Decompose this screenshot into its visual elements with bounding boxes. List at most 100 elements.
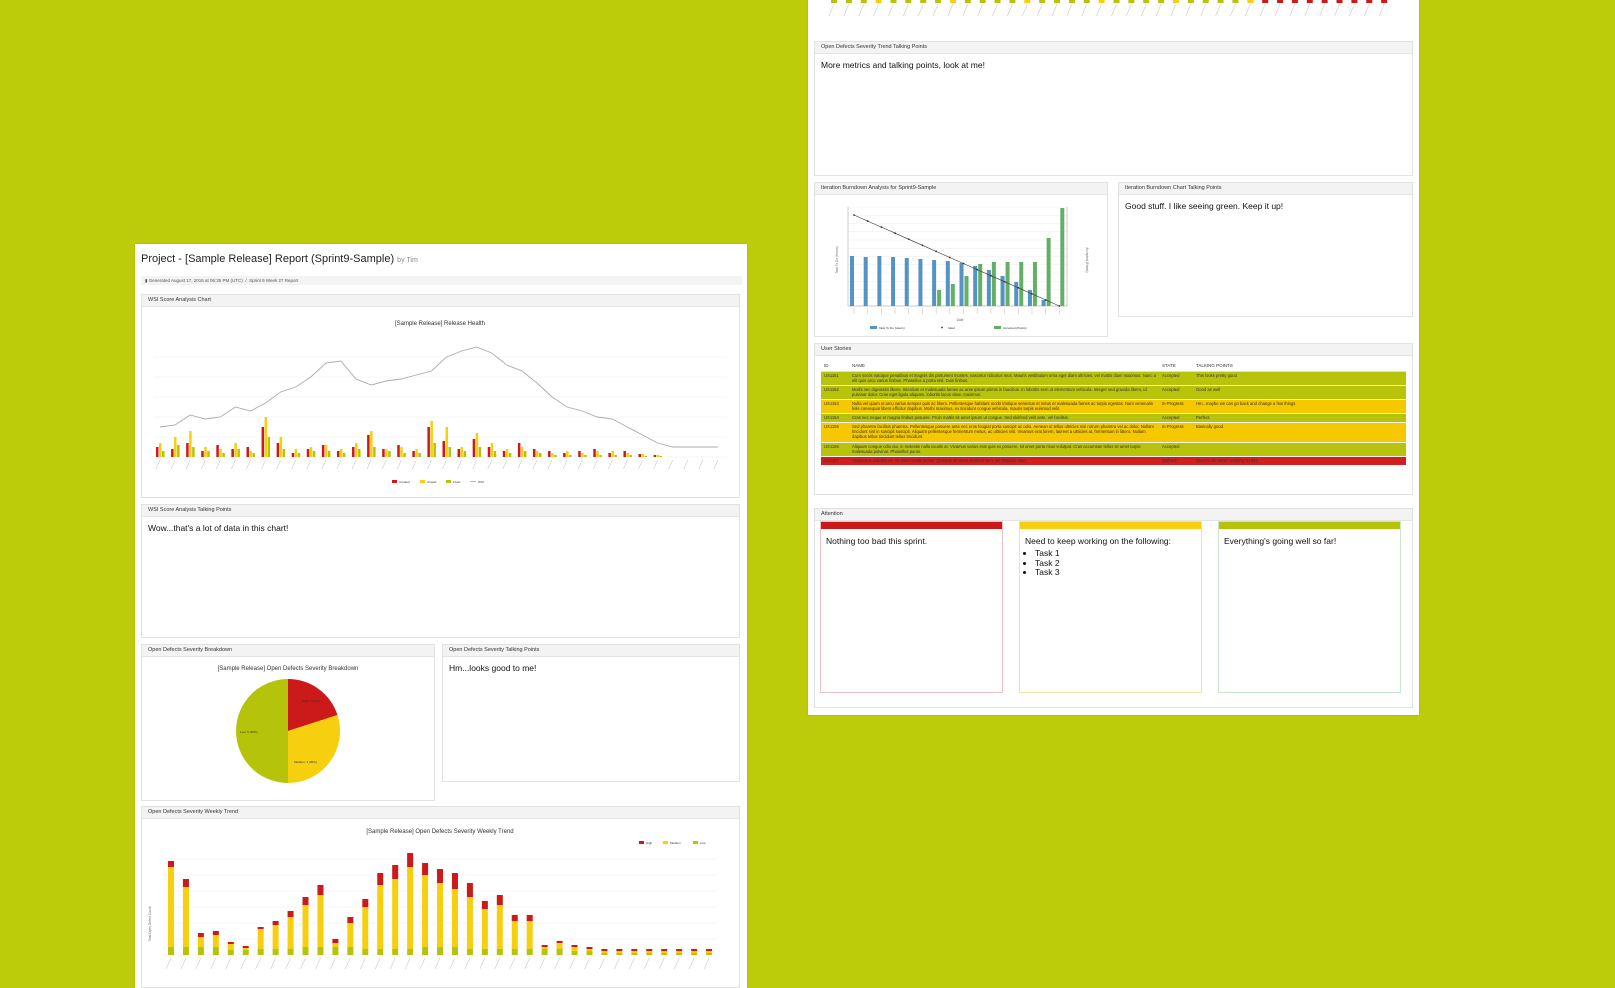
attention-red-text[interactable]: Nothing too bad this sprint. [826,536,928,546]
bar-low [496,949,503,955]
report-byline: by Tim [397,257,418,264]
bar-high [257,927,264,929]
bar-closed [611,451,614,457]
bar-high [197,933,204,937]
bar-created [412,451,415,457]
wsi-chart-panel: WSI Score Analysis Chart [Sample Release… [141,294,740,498]
ideal-point [962,262,965,265]
bar-fixed [448,447,451,457]
bar-high [556,941,563,943]
bar-closed [460,447,464,457]
bar-segment [1172,0,1179,3]
bar-created [457,449,461,457]
wsi-chart-heading: WSI Score Analysis Chart [142,295,739,307]
story-state: Defined [1159,456,1193,465]
table-row[interactable]: US1153 Nulla vel quam ut arcu varius sem… [821,399,1406,414]
x-tick-label [554,957,560,970]
bar-task-todo [945,261,950,306]
column-header-state[interactable]: STATE [1159,359,1193,372]
burndown-talking-panel: Iteration Burndown Chart Talking Points … [1118,182,1413,317]
legend-wsi: WSI [478,480,484,484]
ideal-point [935,250,938,253]
story-state: Accepted [1159,413,1193,423]
legend-fixed: Fixed [453,480,461,484]
bar-created [231,449,234,457]
x-tick-label [170,459,176,470]
bar-high [332,939,339,943]
story-talking[interactable]: Good as well [1193,385,1406,400]
x-tick-label [231,459,236,470]
burndown-talking-text[interactable]: Good stuff. I like seeing green. Keep it… [1125,201,1284,211]
bar-low [287,949,294,955]
story-talking[interactable] [1193,442,1406,457]
bar-fixed [644,456,648,457]
x-tick-label [584,957,590,970]
bar-high [302,897,309,905]
bar-medium [496,905,503,949]
ideal-point [907,238,910,241]
story-talking[interactable]: Perfect. [1193,413,1406,423]
story-state: Accepted [1159,371,1193,386]
table-row[interactable]: US1151 Cum sociis natoque penatibus et m… [821,371,1406,386]
bar-medium [287,917,294,949]
weekly-talking-text[interactable]: More metrics and talking points, look at… [821,60,985,70]
x-tick-label [165,957,172,970]
bar-fixed [659,456,663,457]
bar-segment [1054,0,1061,3]
bar-medium [511,921,518,949]
bar-segment [1068,0,1075,3]
story-talking[interactable]: This looks pretty good [1193,371,1406,386]
table-row[interactable]: US1152 Morbi nec dignissim libero. Inter… [821,385,1406,400]
story-id[interactable]: US1151 [821,371,849,386]
x-tick-label [210,957,217,970]
bar-fixed [373,447,376,457]
bar-task-todo [1014,282,1019,306]
column-header-id[interactable]: ID [821,359,849,372]
x-tick-label [509,957,515,970]
bar-segment [1039,0,1046,3]
ideal-point [880,226,883,229]
wsi-chart-title: [Sample Release] Release Health [395,321,485,327]
x-tick-label [1334,3,1340,17]
table-row[interactable]: US1155 Sed pharetra facilisis pharetra. … [821,422,1406,443]
bar-task-todo [850,256,854,306]
bar-medium [676,951,683,953]
table-row[interactable]: US1157 Vivamus a sodales ex, sit amet ma… [821,456,1406,465]
bar-closed [294,449,298,457]
bar-accepted [964,276,969,306]
bar-segment [1306,0,1313,3]
story-id[interactable]: US1155 [821,422,849,443]
table-row[interactable]: US1156 Aliquam congue odio dui, in moles… [821,442,1406,457]
attention-green-text[interactable]: Everything's going well so far! [1224,536,1337,546]
severity-talking-text[interactable]: Hm...looks good to me! [449,663,537,673]
bar-medium [437,883,444,947]
bar-created [171,449,174,457]
story-id[interactable]: US1152 [821,385,849,400]
x-tick-label [562,459,568,470]
x-tick-label [888,3,894,17]
x-tick-label [703,957,710,970]
story-id[interactable]: US1153 [821,399,849,414]
attention-task-list: Task 1 Task 2 Task 3 [1025,548,1196,578]
wsi-talking-text[interactable]: Wow...that's a lot of data in this chart… [148,523,289,533]
story-talking[interactable]: Hm...maybe we can go back and change a f… [1193,399,1406,414]
bar-low [691,953,698,955]
story-id[interactable]: US1156 [821,442,849,457]
column-header-talking[interactable]: TALKING POINTS [1193,359,1406,372]
story-talking[interactable]: Basically good. [1193,422,1406,443]
x-tick-label [1036,3,1043,17]
column-header-name[interactable]: NAME [849,359,1159,372]
bar-created [578,451,581,457]
story-id[interactable]: US1154 [821,413,849,423]
x-tick-label [389,957,396,970]
x-tick-label [962,3,969,17]
x-tick-label [1185,3,1192,17]
table-row[interactable]: US1154 Cras nec neque et magna finibus p… [821,413,1406,423]
attention-yellow-content[interactable]: Need to keep working on the following: T… [1020,529,1201,585]
bar-medium [466,897,473,949]
bar-fixed [267,437,271,457]
story-id[interactable]: US1157 [821,456,849,465]
bar-high [691,949,698,951]
x-tick-label [713,459,719,470]
story-talking[interactable]: Need to do better working on this. [1193,456,1406,465]
